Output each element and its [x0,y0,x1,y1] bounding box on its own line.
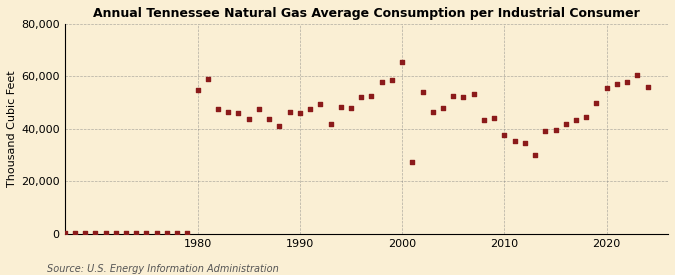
Point [70,231,80,235]
Point [90,231,101,235]
Point [151,231,162,235]
Point [325,122,336,127]
Point [417,89,428,94]
Point [59,231,70,235]
Point [233,111,244,116]
Point [437,106,448,110]
Point [294,111,305,116]
Point [468,92,479,97]
Point [80,231,90,235]
Point [110,231,121,235]
Point [387,78,398,82]
Point [264,117,275,122]
Y-axis label: Thousand Cubic Feet: Thousand Cubic Feet [7,71,17,187]
Point [458,95,469,100]
Point [346,106,356,110]
Point [315,102,326,107]
Point [601,86,612,90]
Point [141,231,152,235]
Point [376,80,387,85]
Point [489,116,500,120]
Point [530,153,541,157]
Point [612,82,622,86]
Point [356,95,367,100]
Point [100,231,111,235]
Point [560,122,571,126]
Point [427,110,438,114]
Point [591,100,602,105]
Point [182,231,193,235]
Point [254,107,265,111]
Point [540,129,551,133]
Point [622,79,632,84]
Point [213,107,223,111]
Point [479,117,489,122]
Point [171,231,182,235]
Point [499,133,510,138]
Point [131,231,142,235]
Title: Annual Tennessee Natural Gas Average Consumption per Industrial Consumer: Annual Tennessee Natural Gas Average Con… [93,7,640,20]
Point [580,115,591,119]
Point [161,231,172,235]
Text: Source: U.S. Energy Information Administration: Source: U.S. Energy Information Administ… [47,264,279,274]
Point [274,123,285,128]
Point [202,77,213,81]
Point [397,60,408,64]
Point [223,110,234,114]
Point [550,128,561,132]
Point [284,109,295,114]
Point [192,88,203,92]
Point [407,160,418,164]
Point [632,73,643,77]
Point [304,106,315,111]
Point [335,104,346,109]
Point [520,141,531,145]
Point [570,117,581,122]
Point [448,94,459,98]
Point [642,85,653,89]
Point [509,139,520,143]
Point [366,94,377,98]
Point [121,231,132,235]
Point [243,117,254,121]
